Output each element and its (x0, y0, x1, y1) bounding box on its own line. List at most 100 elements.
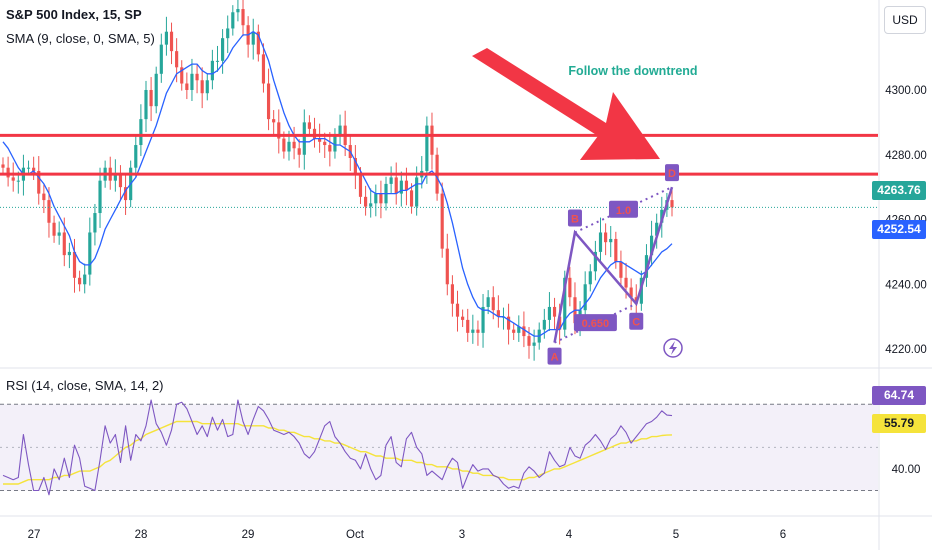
time-tick-label: 3 (459, 529, 465, 541)
candle-body (358, 174, 363, 197)
pattern-point-badge[interactable] (567, 209, 582, 227)
symbol-title[interactable]: S&P 500 Index, 15, SP (6, 7, 142, 22)
candle-body (205, 80, 209, 94)
candle-body (379, 193, 383, 204)
sma-indicator-label[interactable]: SMA (9, close, 0, SMA, 5) (6, 31, 155, 46)
price-tick-label: 4300.00 (885, 85, 927, 97)
candle-body (450, 284, 454, 304)
candle-body (522, 326, 526, 337)
candle-body (369, 203, 373, 207)
rsi-indicator-label[interactable]: RSI (14, close, SMA, 14, 2) (6, 378, 164, 393)
sma-line (2, 31, 673, 337)
candle-body (649, 235, 654, 256)
candle-body (476, 329, 480, 333)
candle-body (547, 306, 552, 320)
candle-body (123, 187, 128, 201)
pattern-ratio-label: 1.0 (616, 205, 631, 217)
candle-body (604, 232, 608, 243)
annotation-layer: Follow the downtrend A B C D 0.650 1.0 (0, 48, 878, 365)
candle-body (542, 319, 546, 330)
candle-body (26, 167, 31, 169)
candle-body (52, 222, 56, 236)
candle-body (670, 200, 674, 208)
candle-body (226, 28, 230, 39)
candle-body (481, 306, 485, 333)
candle-body (256, 31, 260, 55)
candle-body (282, 138, 286, 152)
pattern-point-label: C (632, 317, 640, 329)
candle-body (277, 122, 281, 139)
rsi-value-tag: 64.74 (872, 386, 926, 405)
annotation-text[interactable]: Follow the downtrend (568, 64, 697, 78)
downtrend-arrow[interactable] (472, 48, 660, 160)
candle-body (118, 174, 123, 188)
candle-body (629, 287, 633, 298)
harmonic-pattern[interactable] (553, 186, 674, 343)
candle-body (471, 329, 475, 333)
candle-body (88, 232, 92, 275)
candle-body (287, 141, 291, 152)
candle-body (78, 277, 82, 285)
candle-body (609, 238, 613, 243)
candle-body (593, 251, 597, 272)
time-tick-label: 29 (242, 529, 255, 541)
pattern-ratio-badge[interactable] (573, 314, 617, 332)
pattern-point-badge[interactable] (547, 347, 562, 365)
time-tick-label: 27 (28, 529, 41, 541)
candle-body (37, 170, 41, 194)
candle-body (491, 297, 495, 311)
candle-body (389, 177, 393, 184)
candle-body (6, 167, 10, 178)
candle-body (261, 54, 266, 84)
candle-body (404, 180, 409, 191)
candle-body (394, 177, 398, 194)
candle-body (583, 284, 587, 311)
candle-body (241, 9, 245, 26)
time-tick-label: 28 (135, 529, 148, 541)
pattern-point-label: D (668, 168, 676, 180)
candle-body (430, 125, 434, 155)
candle-body (624, 277, 628, 288)
candle-body (318, 138, 322, 142)
candle-body (215, 60, 220, 62)
rsi-pane (0, 399, 878, 496)
candle-body (466, 319, 470, 333)
candle-body (98, 180, 102, 214)
candle-body (312, 128, 317, 139)
candle-body (266, 83, 271, 120)
candle-body (506, 316, 511, 330)
candle-body (558, 316, 562, 330)
rsi-ma-value-tag: 55.79 (872, 414, 926, 433)
lightning-icon[interactable] (663, 338, 683, 358)
currency-button[interactable]: USD (884, 6, 926, 34)
candle-body (353, 157, 357, 175)
candle-body (236, 9, 240, 13)
candle-body (461, 316, 465, 320)
candle-body (409, 190, 414, 207)
candle-body (302, 122, 306, 155)
time-tick-label: 6 (780, 529, 786, 541)
candle-body (134, 145, 138, 168)
candle-body (169, 31, 174, 52)
pattern-point-badge[interactable] (665, 164, 679, 182)
pattern-point-badge[interactable] (629, 312, 644, 330)
candle-body (190, 73, 194, 90)
time-tick-label: Oct (346, 529, 365, 541)
candle-body (598, 232, 603, 252)
candle-body (16, 180, 20, 182)
candle-body (588, 271, 592, 285)
candle-body (221, 38, 225, 61)
pattern-point-label: A (551, 352, 559, 364)
candle-body (67, 251, 71, 256)
candle-body (185, 83, 189, 90)
candle-body (307, 122, 311, 129)
candle-body (440, 193, 444, 249)
candle-body (1, 164, 5, 168)
price-tick-label: 4220.00 (885, 344, 927, 356)
candle-body (532, 342, 536, 346)
candle-body (333, 135, 337, 152)
pattern-ratio-badge[interactable] (608, 200, 638, 218)
candle-body (619, 261, 623, 278)
candle-body (323, 141, 327, 146)
